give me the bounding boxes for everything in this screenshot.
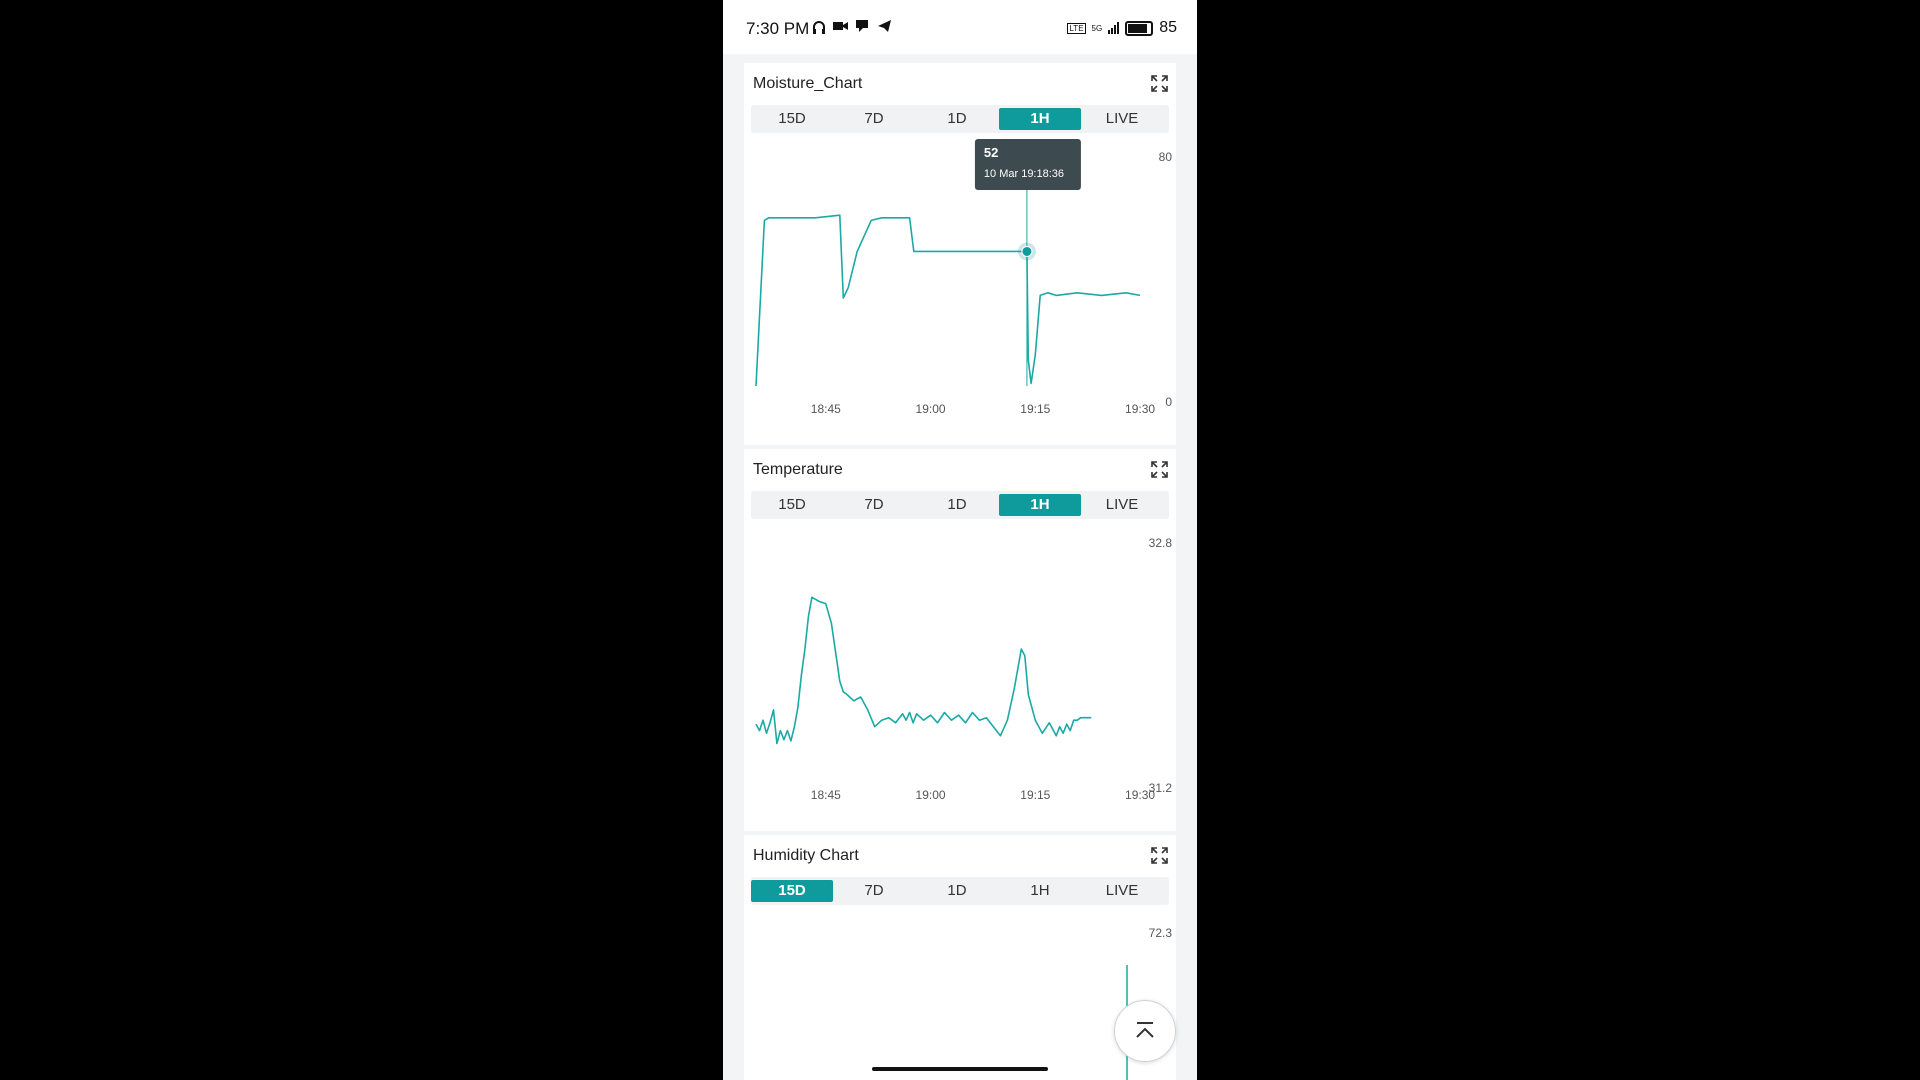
signal-icon — [1108, 22, 1120, 34]
status-right-group: LTE 5G 85 — [1067, 19, 1177, 37]
tooltip-time: 10 Mar 19:18:36 — [984, 168, 1064, 180]
battery-icon — [1125, 20, 1154, 36]
chat-icon — [855, 19, 869, 37]
x-tick-label: 19:00 — [916, 788, 946, 802]
home-indicator — [872, 1067, 1048, 1071]
telegram-icon — [877, 19, 892, 37]
tab-1h[interactable]: 1H — [1030, 882, 1050, 899]
x-tick-label: 19:15 — [1020, 402, 1050, 416]
phone-screen: 7:30 PM LTE 5G 85 Moisture_Chart — [723, 0, 1197, 1080]
lte-indicator: LTE — [1067, 22, 1086, 34]
tab-7d[interactable]: 7D — [864, 496, 884, 513]
tab-7d[interactable]: 7D — [864, 110, 884, 127]
x-tick-label: 18:45 — [811, 788, 841, 802]
tab-7d[interactable]: 7D — [864, 882, 884, 899]
humidity-line-chart[interactable]: 72.3 — [744, 911, 1176, 1080]
expand-icon[interactable] — [1151, 847, 1168, 864]
tooltip-value: 52 — [984, 145, 998, 160]
series-line — [755, 214, 1141, 387]
tab-live[interactable]: LIVE — [1105, 882, 1139, 899]
y-tick-label: 72.3 — [1149, 926, 1173, 940]
tooltip-box — [974, 139, 1081, 190]
y-tick-top: 32.8 — [1149, 536, 1173, 550]
network-type: 5G — [1091, 23, 1103, 33]
card-title: Moisture_Chart — [753, 75, 863, 92]
time-range-tabs: 15D 7D 1D 1H LIVE — [751, 105, 1169, 133]
tab-1h[interactable]: 1H — [999, 494, 1081, 516]
battery-level: 85 — [1159, 19, 1177, 36]
headphones-icon — [811, 19, 827, 39]
time-range-tabs: 15D 7D 1D 1H LIVE — [751, 877, 1169, 905]
tab-1d[interactable]: 1D — [947, 496, 967, 513]
video-camera-icon — [833, 19, 849, 37]
card-title: Temperature — [753, 461, 843, 478]
temperature-chart-card: Temperature 15D 7D 1D 1H LIVE 32.8 31.2 18… — [744, 449, 1176, 831]
tab-live[interactable]: LIVE — [1105, 496, 1139, 513]
moisture-line-chart[interactable]: 80 0 18:45 19:00 19:15 19:30 52 10 Mar 19:18:36 — [744, 139, 1176, 439]
x-tick-label: 18:45 — [811, 402, 841, 416]
tab-15d[interactable]: 15D — [778, 110, 806, 127]
y-tick-bottom: 0 — [1165, 395, 1172, 409]
x-tick-label: 19:30 — [1125, 402, 1155, 416]
tab-15d[interactable]: 15D — [751, 880, 833, 902]
x-tick-label: 19:30 — [1125, 788, 1155, 802]
y-tick-top: 80 — [1159, 150, 1173, 164]
tab-1d[interactable]: 1D — [947, 110, 967, 127]
x-tick-label: 19:00 — [916, 402, 946, 416]
status-bar: 7:30 PM LTE 5G 85 — [723, 0, 1197, 54]
expand-icon[interactable] — [1151, 75, 1168, 92]
tab-15d[interactable]: 15D — [778, 496, 806, 513]
expand-icon[interactable] — [1151, 461, 1168, 478]
status-time: 7:30 PM — [746, 19, 810, 38]
tab-live[interactable]: LIVE — [1105, 110, 1139, 127]
y-tick-bottom: 31.2 — [1149, 781, 1173, 795]
moisture-chart-card: Moisture_Chart 15D 7D 1D 1H LIVE 80 0 18:4… — [744, 63, 1176, 445]
card-title: Humidity Chart — [753, 847, 859, 864]
series-line — [755, 596, 1092, 745]
time-range-tabs: 15D 7D 1D 1H LIVE — [751, 491, 1169, 519]
tab-1h[interactable]: 1H — [999, 108, 1081, 130]
temperature-line-chart[interactable]: 32.8 31.2 18:45 19:00 19:15 19:30 — [744, 525, 1176, 825]
scroll-to-top-button[interactable] — [1114, 1000, 1176, 1062]
tab-1d[interactable]: 1D — [947, 882, 967, 899]
chevron-up-icon — [1136, 1022, 1154, 1038]
x-tick-label: 19:15 — [1020, 788, 1050, 802]
humidity-chart-card: Humidity Chart 15D 7D 1D 1H LIVE 72.3 — [744, 835, 1176, 1080]
hover-point — [1021, 245, 1033, 257]
